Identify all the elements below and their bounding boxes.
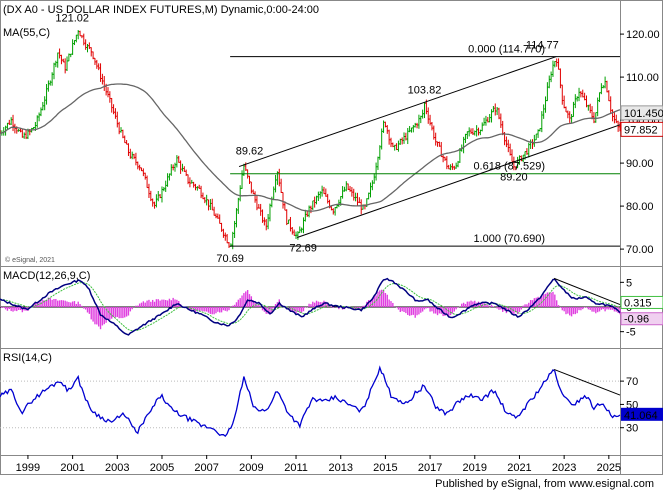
x-tick-label: 2015 bbox=[373, 462, 397, 474]
macd-line bbox=[0, 277, 621, 336]
x-tick-label: 2011 bbox=[284, 462, 308, 474]
x-tick-label: 2007 bbox=[194, 462, 218, 474]
price-annotation: 72.69 bbox=[289, 243, 317, 255]
x-tick-label: 2019 bbox=[463, 462, 487, 474]
channel-lower-line bbox=[296, 124, 621, 239]
macd-panel: -505MACD(12,26,9,C)0.315-0.96 bbox=[0, 270, 663, 339]
x-tick-label: 2023 bbox=[552, 462, 576, 474]
ma-value-tag bbox=[620, 105, 663, 121]
y-tick-label: 90.00 bbox=[626, 158, 654, 170]
y-tick-label: 70.00 bbox=[626, 244, 654, 256]
y-tick-label: 80.00 bbox=[626, 201, 654, 213]
x-tick-label: 2021 bbox=[507, 462, 531, 474]
macd-legend: MACD(12,26,9,C) bbox=[3, 270, 90, 282]
x-tick-label: 2003 bbox=[105, 462, 129, 474]
ma-value-label: 101.450 bbox=[624, 108, 663, 120]
macd-signal-line bbox=[0, 282, 621, 332]
price-annotation: 89.62 bbox=[236, 146, 264, 158]
footer-credit: Published by eSignal, from www.esignal.c… bbox=[435, 478, 654, 490]
y-tick-label: 120.00 bbox=[626, 29, 660, 41]
x-tick-label: 2009 bbox=[239, 462, 263, 474]
fib-level-label: 1.000 (70.690) bbox=[473, 233, 545, 245]
rsi-value-tag bbox=[621, 407, 663, 421]
macd-signal-tag bbox=[620, 295, 663, 309]
macd-trendline bbox=[553, 277, 621, 305]
rsi-value: 41.064 bbox=[624, 410, 658, 422]
ma-55-line bbox=[0, 83, 621, 212]
x-tick-label: 2013 bbox=[328, 462, 352, 474]
x-tick-label: 2025 bbox=[597, 462, 621, 474]
macd-value-tag bbox=[620, 312, 663, 326]
macd-value: -0.96 bbox=[624, 314, 649, 326]
last-price-tag bbox=[620, 121, 663, 137]
fib-level-label: 0.000 (114.770) bbox=[468, 44, 545, 56]
price-annotation: 103.82 bbox=[408, 85, 442, 97]
macd-signal-value: 0.315 bbox=[624, 297, 652, 309]
candles bbox=[0, 30, 621, 250]
y-tick-label: 70 bbox=[626, 376, 638, 388]
x-tick-label: 2017 bbox=[418, 462, 442, 474]
y-tick-label: -5 bbox=[626, 327, 636, 339]
x-tick-label: 1999 bbox=[16, 462, 40, 474]
last-price-label: 97.852 bbox=[624, 124, 658, 136]
rsi-legend: RSI(14,C) bbox=[3, 352, 52, 364]
channel-upper-line bbox=[238, 56, 557, 168]
x-tick-label: 2001 bbox=[60, 462, 84, 474]
rsi-trendline bbox=[553, 369, 621, 396]
y-tick-label: 30 bbox=[626, 423, 638, 435]
y-tick-label: 5 bbox=[626, 277, 632, 289]
x-axis: 1999 2001 2003 2005 2007 2009 2011 2013 2015 2017… bbox=[16, 455, 621, 474]
price-annotation: 70.69 bbox=[216, 253, 244, 265]
ma-legend: MA(55,C) bbox=[3, 27, 50, 39]
price-annotation: 121.02 bbox=[55, 13, 89, 25]
chart-title: (DX A0 - US DOLLAR INDEX FUTURES,M) Dyna… bbox=[3, 4, 319, 16]
x-tick-label: 2005 bbox=[150, 462, 174, 474]
watermark: © eSignal, 2021 bbox=[5, 256, 55, 264]
price-annotation: 89.20 bbox=[500, 172, 528, 184]
y-tick-label: 110.00 bbox=[626, 72, 659, 84]
rsi-line bbox=[0, 365, 621, 437]
price-annotation: 114.77 bbox=[526, 40, 559, 52]
